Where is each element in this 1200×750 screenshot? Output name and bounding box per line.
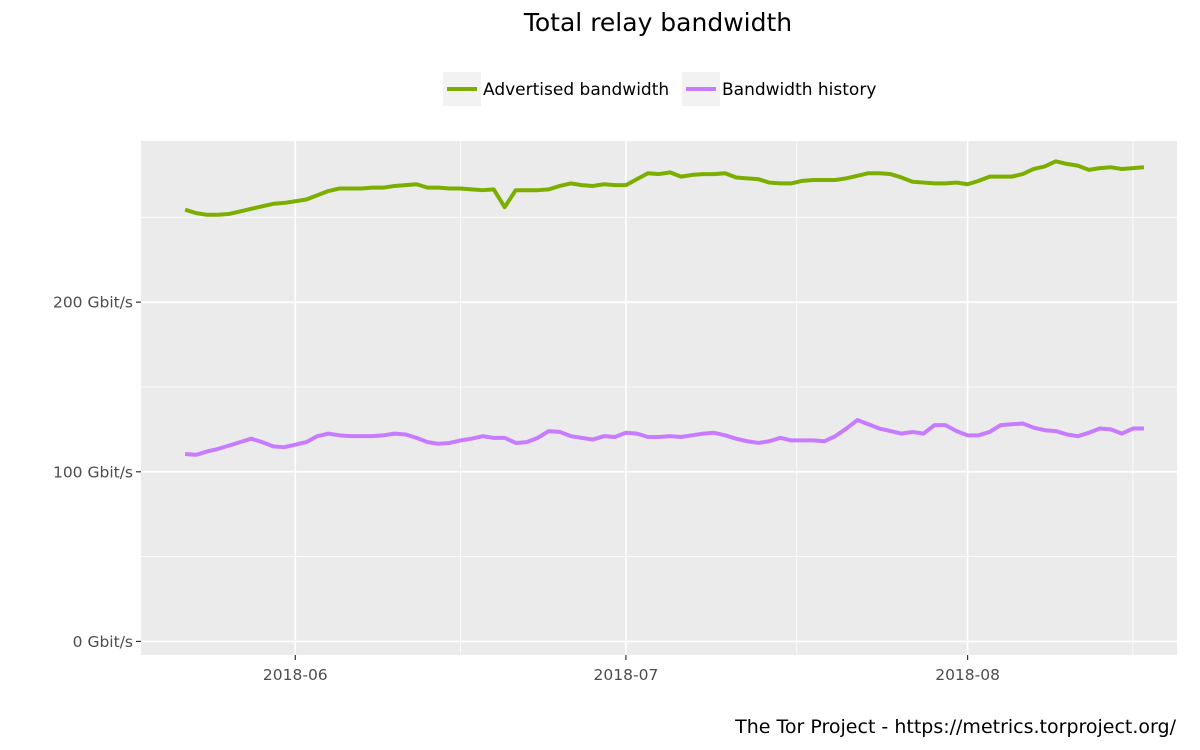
grid-major (141, 141, 1177, 655)
x-tick-label: 2018-07 (594, 666, 659, 684)
legend-label-history: Bandwidth history (722, 80, 876, 100)
y-tick-label: 0 Gbit/s (73, 633, 133, 651)
x-axis: 2018-06 2018-07 2018-08 (263, 655, 1000, 684)
legend: Advertised bandwidth Bandwidth history (443, 72, 876, 106)
series-layer (184, 159, 1145, 457)
chart-title: Total relay bandwidth (523, 8, 792, 37)
y-tick-label: 100 Gbit/s (53, 463, 133, 481)
y-axis: 0 Gbit/s 100 Gbit/s 200 Gbit/s (53, 294, 141, 651)
legend-label-advertised: Advertised bandwidth (483, 80, 669, 100)
y-tick-label: 200 Gbit/s (53, 294, 133, 312)
x-tick-label: 2018-06 (263, 666, 328, 684)
series-line-advertised-bandwidth (184, 159, 1145, 217)
series-line-bandwidth-history (184, 418, 1144, 457)
x-tick-label: 2018-08 (935, 666, 1000, 684)
plot-panel (141, 141, 1177, 655)
grid-minor (141, 141, 1177, 655)
caption: The Tor Project - https://metrics.torpro… (734, 716, 1176, 738)
